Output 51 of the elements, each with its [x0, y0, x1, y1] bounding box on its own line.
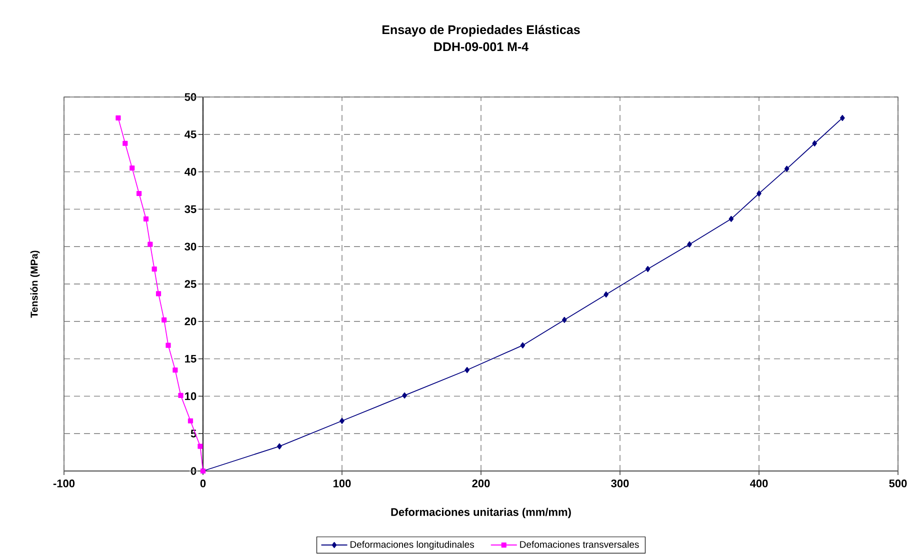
x-tick-label: 200 [472, 480, 490, 488]
point [402, 392, 407, 398]
x-axis-title: Deformaciones unitarias (mm/mm) [391, 508, 571, 518]
x-tick-label: 0 [200, 480, 206, 488]
x-tick-label: 300 [611, 480, 629, 488]
legend-label: Deformaciones longitudinales [350, 540, 474, 550]
y-tick-label: 10 [185, 392, 196, 400]
point [645, 266, 650, 272]
legend-label: Defomaciones transversales [520, 540, 639, 548]
point [687, 241, 692, 248]
point [156, 291, 162, 296]
point [277, 443, 282, 450]
point [178, 392, 184, 398]
point [162, 317, 167, 322]
point [152, 266, 157, 272]
point [122, 140, 128, 146]
point [148, 242, 153, 247]
point [728, 216, 734, 222]
point [130, 166, 135, 171]
y-tick-label: 30 [184, 242, 196, 251]
point [840, 114, 845, 121]
point [562, 316, 567, 323]
point [198, 444, 203, 449]
y-tick-label: 15 [185, 354, 196, 363]
y-tick-label: 35 [184, 205, 196, 214]
y-tick-label: 50 [184, 93, 196, 101]
chart-title: Ensayo de Propiedades Elásticas [382, 24, 580, 37]
point [136, 190, 142, 196]
y-tick-label: 40 [184, 168, 196, 176]
y-axis-title: Tensión (MPa) [30, 250, 40, 318]
y-tick-label: 20 [184, 318, 196, 326]
point [143, 216, 149, 222]
point [166, 342, 171, 348]
point [520, 342, 526, 348]
point [604, 291, 609, 298]
point [756, 190, 762, 197]
x-tick-label: -100 [53, 480, 75, 488]
x-tick-label: 100 [334, 480, 351, 488]
point [188, 418, 194, 424]
y-tick-label: 45 [184, 130, 196, 138]
point [172, 367, 178, 373]
chart-subtitle: DDH-09-001 M-4 [434, 42, 528, 52]
point [812, 140, 818, 146]
x-tick-label: 400 [750, 480, 768, 488]
x-tick-label: 500 [889, 480, 907, 488]
point [116, 115, 121, 120]
point [340, 418, 344, 424]
y-tick-label: 25 [184, 280, 196, 288]
point [464, 366, 470, 374]
point [784, 166, 790, 172]
y-tick-label: 0 [190, 467, 196, 475]
